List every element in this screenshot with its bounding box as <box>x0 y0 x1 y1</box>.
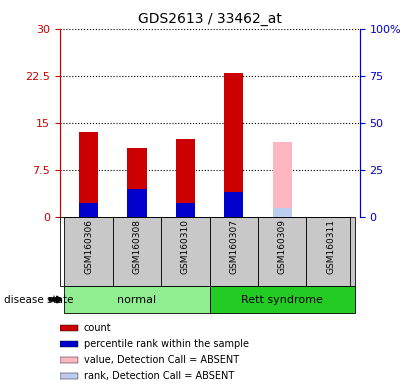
Bar <box>65 217 113 286</box>
Bar <box>224 73 243 217</box>
Text: rank, Detection Call = ABSENT: rank, Detection Call = ABSENT <box>83 371 234 381</box>
Bar <box>60 357 78 363</box>
Text: value, Detection Call = ABSENT: value, Detection Call = ABSENT <box>83 355 239 365</box>
Bar <box>224 192 243 217</box>
Text: GSM160306: GSM160306 <box>84 219 93 274</box>
Bar <box>127 189 147 217</box>
Bar <box>79 132 98 217</box>
Title: GDS2613 / 33462_at: GDS2613 / 33462_at <box>138 12 282 26</box>
Bar <box>272 208 292 217</box>
Bar <box>272 142 292 217</box>
Bar <box>306 217 355 286</box>
Bar <box>60 372 78 379</box>
Text: count: count <box>83 323 111 333</box>
Bar <box>113 217 161 286</box>
Bar <box>161 217 210 286</box>
Bar <box>210 286 355 313</box>
Text: GSM160309: GSM160309 <box>278 219 287 274</box>
Bar <box>176 139 195 217</box>
Bar <box>60 325 78 331</box>
Text: disease state: disease state <box>4 295 74 305</box>
Text: percentile rank within the sample: percentile rank within the sample <box>83 339 249 349</box>
Bar <box>127 148 147 217</box>
Bar <box>210 217 258 286</box>
Text: GSM160311: GSM160311 <box>326 219 335 274</box>
Bar <box>60 341 78 347</box>
Text: GSM160307: GSM160307 <box>229 219 238 274</box>
Bar <box>79 203 98 217</box>
Text: normal: normal <box>118 295 157 305</box>
Text: GSM160310: GSM160310 <box>181 219 190 274</box>
Bar <box>65 286 210 313</box>
Text: Rett syndrome: Rett syndrome <box>241 295 323 305</box>
Bar <box>176 203 195 217</box>
Text: GSM160308: GSM160308 <box>132 219 141 274</box>
Bar <box>258 217 306 286</box>
